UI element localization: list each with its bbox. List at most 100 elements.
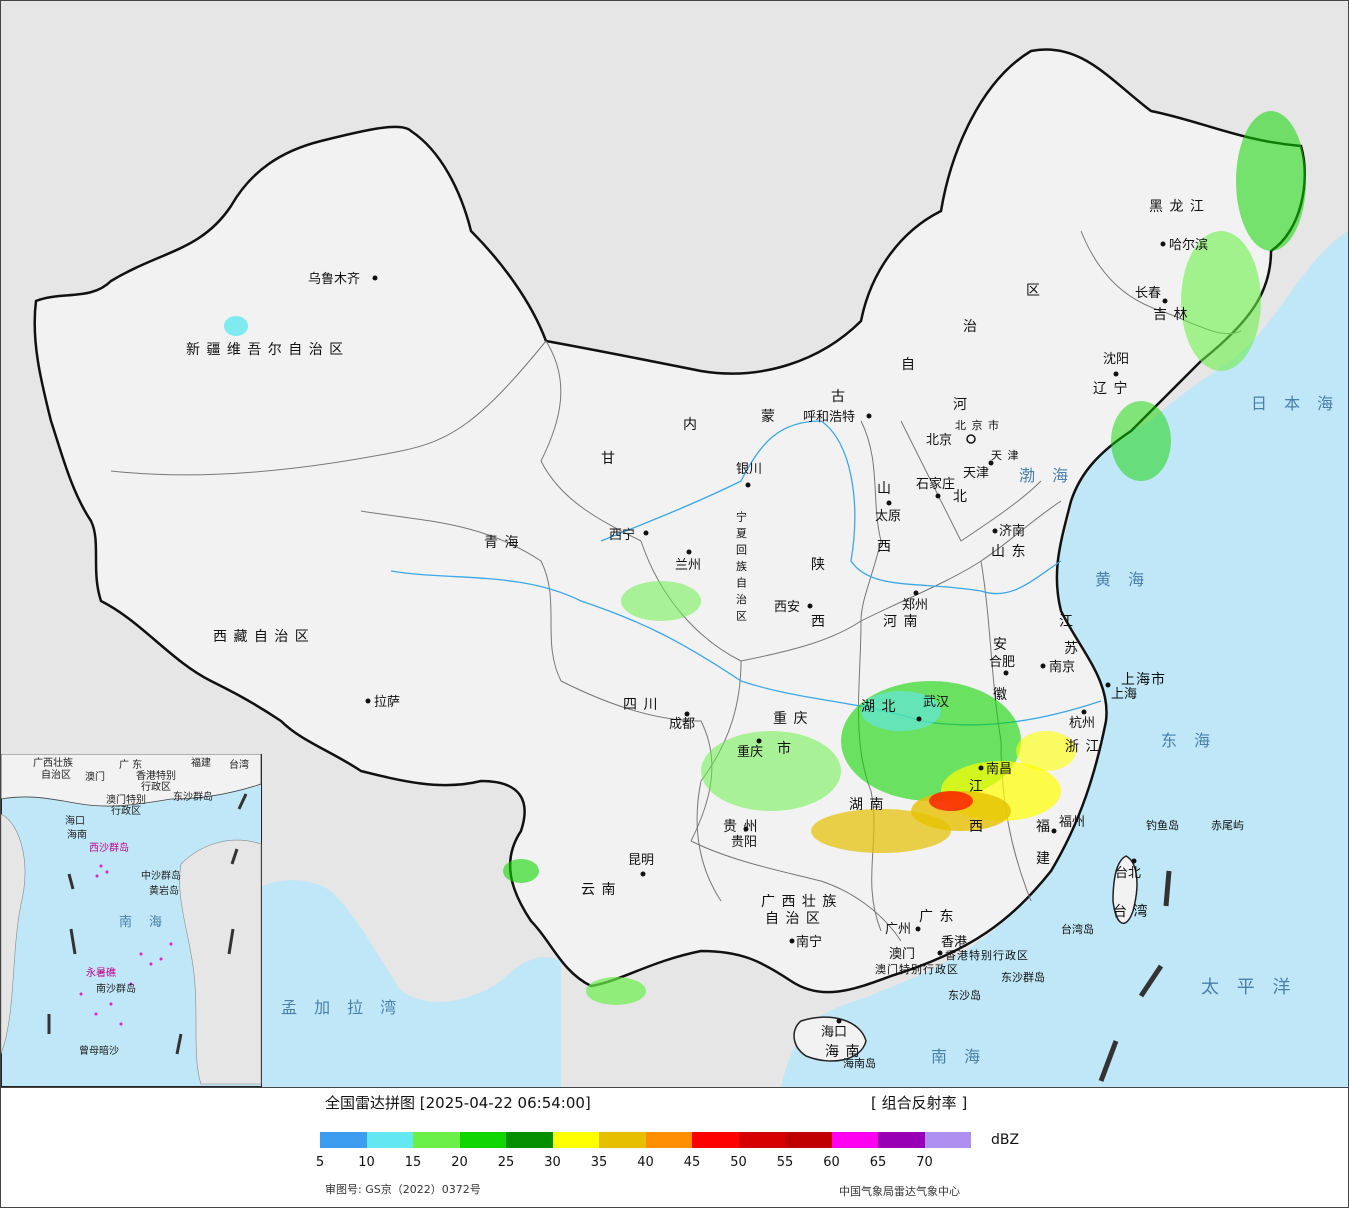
inset-label: 南 [119,914,138,930]
province-label: 西 [877,539,892,555]
inset-label: 广 东 [119,758,142,771]
city-label: 南宁 [796,934,822,950]
city-label: 合肥 [989,655,1015,670]
city-label: 郑州 [902,598,928,613]
inset-label: 曾母暗沙 [79,1044,119,1057]
city-label: 呼和浩特 [803,410,855,425]
city-label: 成都 [669,717,695,732]
province-label: 山 [877,481,892,497]
province-label: 建 [1036,851,1051,867]
map-title: 全国雷达拼图 [2025-04-22 06:54:00] [325,1094,591,1112]
inset-label: 行政区 [111,804,141,817]
sea-label: 孟 加 拉 湾 [281,998,402,1017]
province-label: 黑 龙 江 [1149,199,1205,215]
color-scale-tick: 5 [315,1155,325,1170]
sea-labels: 日 本 海 渤 海 黄 海 东 海 太 平 洋 南 海 孟 加 拉 湾 [281,394,1339,1066]
province-label: 云 南 [581,882,616,898]
color-scale-segment [552,1132,599,1148]
province-label: 天 津 [991,449,1020,462]
color-scale-tick: 35 [590,1155,608,1170]
province-label: 江 [1059,614,1074,630]
province-label: 青 海 [484,535,519,551]
city-label: 太原 [875,509,901,524]
province-label: 甘 [601,451,616,467]
inset-label: 南沙群岛 [96,982,136,995]
province-label: 重 庆 [773,711,808,727]
island-label: 东沙群岛 [1001,970,1045,984]
color-scale-tick: 30 [544,1155,561,1170]
province-label: 山 东 [991,544,1026,560]
city-label: 香港 [941,935,967,950]
province-label: 自 [901,357,916,373]
city-label: 沈阳 [1103,352,1129,367]
inset-label: 西沙群岛 [89,841,129,854]
color-scale-segment [645,1132,692,1148]
inset-label: 中沙群岛 [141,869,181,882]
city-labels: 乌鲁木齐 拉萨 西宁 兰州 银川 呼和浩特 北京 天津 石家庄 太原 济南 郑州… [308,237,1208,1040]
city-label: 乌鲁木齐 [308,271,360,287]
product-type: [ 组合反射率 ] [871,1094,968,1112]
color-scale-tick: 65 [869,1155,887,1170]
inset-label: 黄岩岛 [149,884,179,897]
approval-number: 审图号: GS京（2022）0372号 [325,1183,481,1196]
inset-label: 香港特别 [136,770,176,782]
province-label: 广 西 壮 族 [761,894,837,910]
province-label: 海 南 [825,1044,860,1060]
color-scale-tick: 60 [823,1155,840,1170]
city-label: 杭州 [1069,716,1095,731]
province-label: 徽 [993,687,1008,703]
province-label: 新 疆 维 吾 尔 自 治 区 [186,342,344,358]
province-label: 台 湾 [1113,903,1148,920]
island-label: 台湾岛 [1061,922,1094,936]
color-scale-segment [878,1132,925,1148]
color-scale-tick: 40 [637,1155,654,1170]
city-label: 台北 [1115,866,1141,881]
color-scale-tick: 70 [916,1155,933,1170]
city-label: 广州 [885,922,911,937]
city-label: 长春 [1135,286,1161,301]
province-boundaries [110,230,1242,942]
province-label: 苏 [1064,641,1079,657]
city-label: 上海 [1111,687,1137,702]
city-label: 银川 [736,462,762,477]
city-markers [365,241,1168,1024]
color-scale-segment [924,1132,971,1148]
city-label: 西宁 [609,527,635,543]
sea-label: 太 平 洋 [1201,977,1296,998]
city-label: 贵阳 [731,835,757,850]
province-label: 西 [969,819,984,835]
island-labels: 钓鱼岛 赤尾屿 台湾岛 东沙群岛 东沙岛 海南岛 [843,818,1244,1070]
sea-label: 东 海 [1161,731,1216,750]
sea-label: 日 本 海 [1251,394,1339,413]
radar-echoes [224,111,1306,1005]
color-scale-segment [692,1132,739,1148]
bay-of-bengal [231,880,561,1087]
taiwan-island [1112,855,1138,924]
inset-label: 自治区 [41,768,71,781]
inset-label: 东沙群岛 [173,790,213,803]
province-label: 古 [831,389,846,405]
city-label: 重庆 [737,744,763,760]
city-label: 昆明 [628,853,654,868]
province-label: 香港特别行政区 [945,948,1029,962]
province-label: 广 东 [919,909,954,925]
island-label: 东沙岛 [948,988,981,1002]
color-scale-segment [831,1132,878,1148]
city-label: 澳门 [889,946,915,962]
province-label: 浙 江 [1065,739,1100,755]
province-label: 陕 [811,557,826,573]
city-label: 南京 [1049,659,1075,675]
sea-label: 黄 海 [1095,570,1150,589]
city-label: 海口 [821,1025,847,1040]
province-label: 上海市 [1121,671,1166,688]
city-label: 济南 [999,523,1025,539]
city-label: 天津 [963,466,989,481]
province-label: 湖 北 [861,699,896,715]
color-scale-tick: 55 [776,1155,794,1170]
city-label: 北京 [926,433,952,448]
color-scale-segment [413,1132,460,1148]
color-scale-tick: 45 [683,1155,701,1170]
color-scale-segment [459,1132,506,1148]
province-label: 澳门特别行政区 [875,962,959,976]
